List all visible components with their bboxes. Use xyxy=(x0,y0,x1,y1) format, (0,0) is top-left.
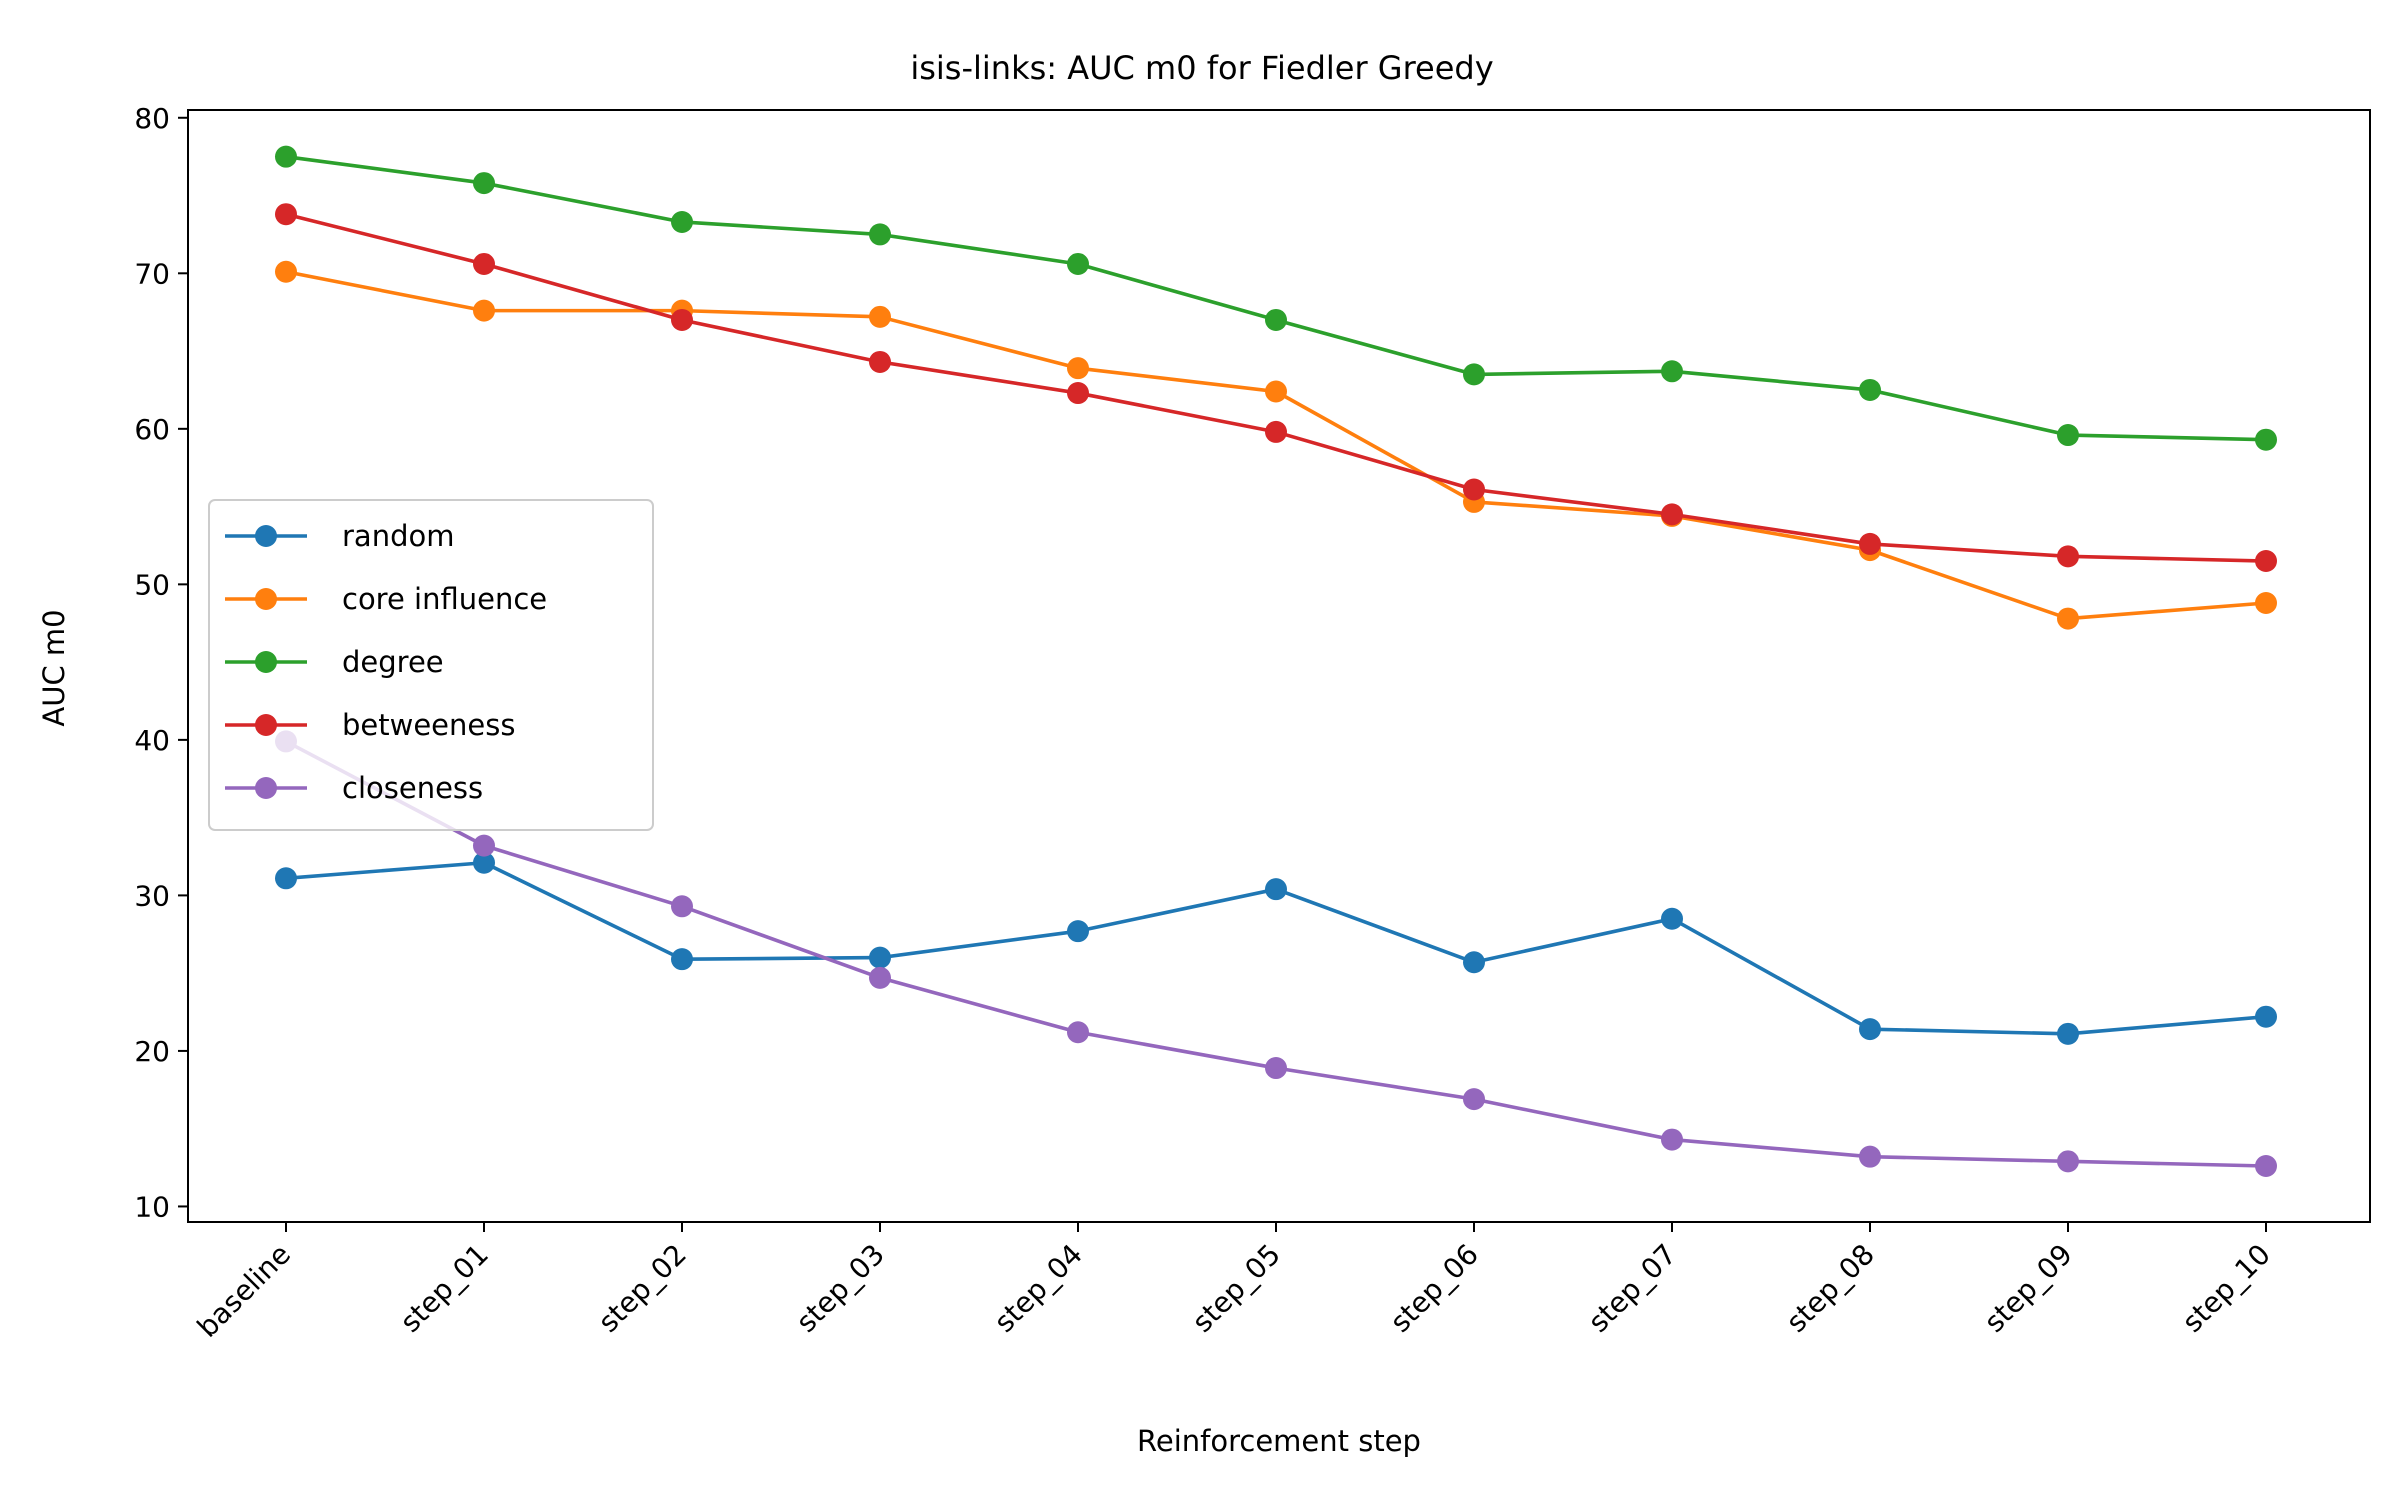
y-tick-label: 40 xyxy=(134,724,170,757)
x-tick-label: step_03 xyxy=(790,1238,891,1339)
series-betweeness xyxy=(275,203,2277,573)
legend-swatch-marker xyxy=(255,714,277,736)
data-point-core-influence xyxy=(275,260,297,283)
legend-swatch-marker xyxy=(255,651,277,673)
data-point-random xyxy=(1067,920,1089,943)
y-axis-label: AUC m0 xyxy=(37,609,71,726)
data-point-random xyxy=(1859,1018,1881,1041)
legend-item-core-influence: core influence xyxy=(225,582,547,616)
y-tick-label: 80 xyxy=(134,102,170,135)
data-point-core-influence xyxy=(2057,607,2079,630)
x-tick-label: step_06 xyxy=(1384,1238,1485,1339)
legend-swatch-marker xyxy=(255,777,277,799)
data-point-degree xyxy=(671,210,693,233)
data-point-random xyxy=(1661,907,1683,930)
data-point-betweeness xyxy=(1463,478,1485,501)
data-point-random xyxy=(1463,951,1485,974)
data-point-betweeness xyxy=(1265,420,1287,443)
x-tick-label: step_05 xyxy=(1186,1238,1287,1339)
data-point-random xyxy=(869,946,891,969)
data-point-random xyxy=(2057,1022,2079,1045)
x-tick-label: baseline xyxy=(191,1238,297,1344)
data-point-core-influence xyxy=(869,305,891,328)
y-tick-label: 20 xyxy=(134,1035,170,1068)
data-point-betweeness xyxy=(2057,545,2079,568)
y-tick-label: 10 xyxy=(134,1190,170,1223)
data-point-betweeness xyxy=(2255,550,2277,573)
series-degree xyxy=(275,145,2277,451)
legend-box xyxy=(208,499,654,831)
legend-item-betweeness: betweeness xyxy=(225,708,515,742)
data-point-degree xyxy=(869,223,891,246)
data-point-closeness xyxy=(1463,1088,1485,1111)
legend-label: betweeness xyxy=(342,708,515,742)
data-point-random xyxy=(275,867,297,890)
data-point-core-influence xyxy=(473,299,495,322)
y-tick-label: 70 xyxy=(134,257,170,290)
data-point-degree xyxy=(1067,252,1089,275)
data-point-closeness xyxy=(1265,1057,1287,1080)
data-point-random xyxy=(2255,1005,2277,1028)
data-point-degree xyxy=(1859,378,1881,401)
data-point-closeness xyxy=(473,834,495,857)
legend-label: random xyxy=(342,519,454,553)
x-axis-label: Reinforcement step xyxy=(1137,1424,1421,1458)
data-point-closeness xyxy=(671,895,693,918)
data-point-betweeness xyxy=(671,308,693,331)
data-point-core-influence xyxy=(2255,592,2277,615)
x-tick-label: step_04 xyxy=(988,1238,1089,1339)
x-tick-label: step_01 xyxy=(394,1238,495,1339)
legend: random core influence degree betweeness clos… xyxy=(208,499,654,831)
data-point-degree xyxy=(1661,360,1683,383)
data-point-betweeness xyxy=(869,350,891,373)
plot-area-frame xyxy=(187,109,2371,1223)
legend-item-closeness: closeness xyxy=(225,771,483,805)
data-point-degree xyxy=(2057,424,2079,447)
chart-title: isis-links: AUC m0 for Fiedler Greedy xyxy=(910,49,1493,87)
data-point-betweeness xyxy=(1067,382,1089,405)
data-point-degree xyxy=(2255,428,2277,451)
data-point-closeness xyxy=(2255,1155,2277,1178)
data-point-random xyxy=(1265,878,1287,901)
data-point-betweeness xyxy=(1661,503,1683,526)
legend-label: degree xyxy=(342,645,444,679)
x-tick-label: step_09 xyxy=(1978,1238,2079,1339)
data-point-degree xyxy=(473,172,495,195)
legend-swatch-marker xyxy=(255,525,277,547)
legend-label: core influence xyxy=(342,582,547,616)
data-point-degree xyxy=(275,145,297,168)
legend-swatch-marker xyxy=(255,588,277,610)
data-point-closeness xyxy=(1067,1021,1089,1044)
series-random xyxy=(275,851,2277,1045)
data-point-closeness xyxy=(1661,1128,1683,1151)
legend-label: closeness xyxy=(342,771,483,805)
data-point-closeness xyxy=(2057,1150,2079,1173)
data-point-closeness xyxy=(1859,1145,1881,1168)
legend-item-degree: degree xyxy=(225,645,444,679)
y-tick-label: 30 xyxy=(134,879,170,912)
data-point-random xyxy=(473,851,495,874)
y-tick-label: 50 xyxy=(134,568,170,601)
series-layer xyxy=(275,145,2277,1178)
x-tick-label: step_08 xyxy=(1780,1238,1881,1339)
data-point-degree xyxy=(1463,363,1485,386)
data-point-core-influence xyxy=(1265,380,1287,403)
data-point-betweeness xyxy=(473,252,495,275)
data-point-degree xyxy=(1265,308,1287,331)
x-tick-label: step_02 xyxy=(592,1238,693,1339)
x-tick-label: step_07 xyxy=(1582,1238,1683,1339)
data-point-core-influence xyxy=(1067,357,1089,380)
data-point-closeness xyxy=(869,966,891,989)
legend-item-random: random xyxy=(225,519,454,553)
data-point-random xyxy=(671,948,693,971)
x-tick-label: step_10 xyxy=(2176,1238,2277,1339)
data-point-betweeness xyxy=(275,203,297,226)
y-tick-label: 60 xyxy=(134,413,170,446)
data-point-betweeness xyxy=(1859,532,1881,555)
